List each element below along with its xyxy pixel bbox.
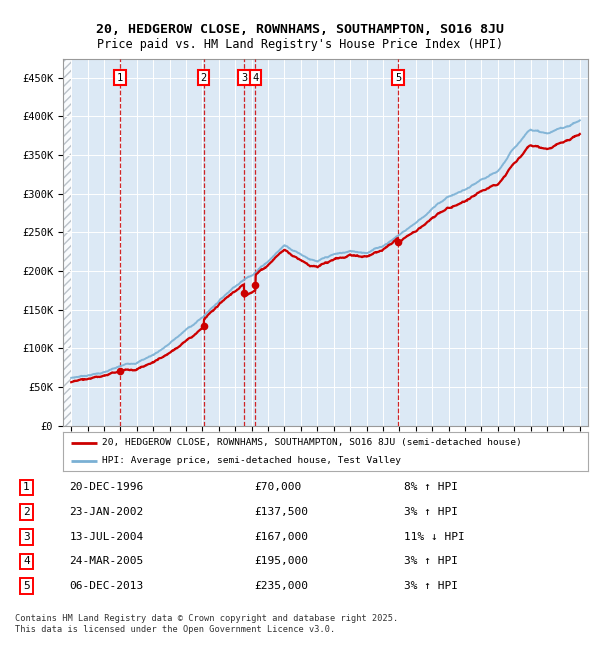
Text: 20, HEDGEROW CLOSE, ROWNHAMS, SOUTHAMPTON, SO16 8JU (semi-detached house): 20, HEDGEROW CLOSE, ROWNHAMS, SOUTHAMPTO…	[103, 438, 522, 447]
Text: 3% ↑ HPI: 3% ↑ HPI	[404, 556, 458, 566]
Text: 8% ↑ HPI: 8% ↑ HPI	[404, 482, 458, 493]
Text: £167,000: £167,000	[254, 532, 308, 542]
Text: 4: 4	[23, 556, 30, 566]
Text: 3: 3	[23, 532, 30, 542]
Text: 20, HEDGEROW CLOSE, ROWNHAMS, SOUTHAMPTON, SO16 8JU: 20, HEDGEROW CLOSE, ROWNHAMS, SOUTHAMPTO…	[96, 23, 504, 36]
Text: 2: 2	[23, 507, 30, 517]
Text: 4: 4	[253, 73, 259, 83]
Text: Price paid vs. HM Land Registry's House Price Index (HPI): Price paid vs. HM Land Registry's House …	[97, 38, 503, 51]
Text: 1: 1	[23, 482, 30, 493]
Text: 5: 5	[395, 73, 401, 83]
Text: HPI: Average price, semi-detached house, Test Valley: HPI: Average price, semi-detached house,…	[103, 456, 401, 465]
Text: £137,500: £137,500	[254, 507, 308, 517]
Text: 06-DEC-2013: 06-DEC-2013	[70, 581, 144, 591]
Text: £235,000: £235,000	[254, 581, 308, 591]
Text: 13-JUL-2004: 13-JUL-2004	[70, 532, 144, 542]
Text: 11% ↓ HPI: 11% ↓ HPI	[404, 532, 464, 542]
Text: Contains HM Land Registry data © Crown copyright and database right 2025.
This d: Contains HM Land Registry data © Crown c…	[15, 614, 398, 634]
Text: 2: 2	[200, 73, 207, 83]
Text: 24-MAR-2005: 24-MAR-2005	[70, 556, 144, 566]
Text: 3% ↑ HPI: 3% ↑ HPI	[404, 581, 458, 591]
Text: 5: 5	[23, 581, 30, 591]
Text: £195,000: £195,000	[254, 556, 308, 566]
Text: 3% ↑ HPI: 3% ↑ HPI	[404, 507, 458, 517]
Text: 3: 3	[241, 73, 247, 83]
Text: £70,000: £70,000	[254, 482, 301, 493]
Text: 20-DEC-1996: 20-DEC-1996	[70, 482, 144, 493]
Text: 1: 1	[117, 73, 123, 83]
Text: 23-JAN-2002: 23-JAN-2002	[70, 507, 144, 517]
